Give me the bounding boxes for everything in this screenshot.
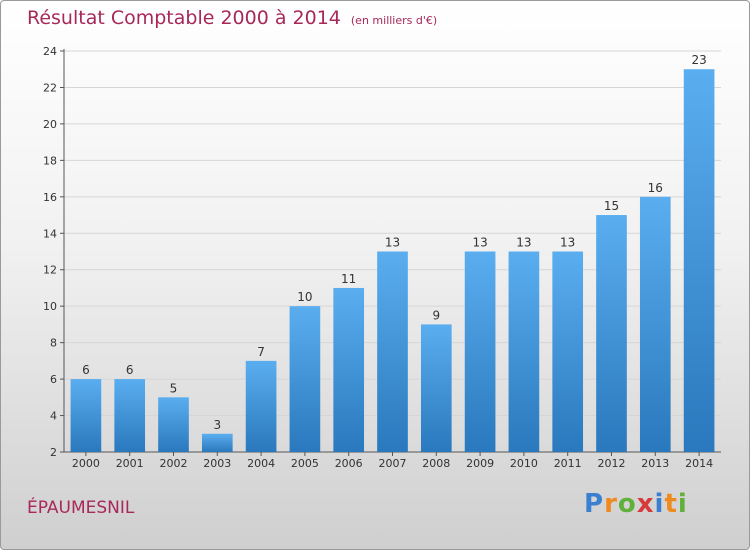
data-label-2008: 9: [432, 308, 440, 322]
data-label-2014: 23: [691, 53, 706, 67]
data-label-2012: 15: [604, 199, 619, 213]
data-label-2013: 16: [648, 181, 663, 195]
logo-letter-4: i: [654, 489, 665, 519]
y-tick-label-24: 24: [43, 45, 57, 58]
y-tick-label-20: 20: [43, 118, 57, 131]
logo-letter-6: i: [677, 489, 688, 519]
x-tick-label-2014: 2014: [685, 457, 713, 470]
data-label-2000: 6: [82, 363, 90, 377]
logo-letter-0: P: [584, 489, 605, 519]
data-label-2001: 6: [126, 363, 134, 377]
data-label-2004: 7: [257, 345, 265, 359]
bar-2006: [333, 287, 365, 452]
x-tick-labels: 2000 2001 2002 2003 2004 2005 2006 2007 2008 2009…: [72, 457, 713, 470]
x-tick-label-2000: 2000: [72, 457, 100, 470]
x-tick-label-2009: 2009: [466, 457, 494, 470]
location-name: ÉPAUMESNIL: [27, 498, 135, 518]
proxiti-logo: Proxiti: [584, 489, 688, 519]
bar-2000: [70, 379, 102, 452]
x-tick-label-2011: 2011: [554, 457, 582, 470]
logo-letter-3: x: [636, 489, 655, 519]
data-label-2011: 13: [560, 236, 575, 250]
y-tick-label-22: 22: [43, 81, 57, 94]
bar-2007: [377, 251, 408, 452]
bar-2013: [639, 196, 671, 452]
bars: [70, 69, 715, 453]
y-tick-label-12: 12: [43, 264, 57, 277]
logo-letter-1: r: [604, 489, 618, 519]
logo-letter-5: t: [664, 489, 678, 519]
y-tick-label-14: 14: [43, 227, 57, 240]
bar-2011: [552, 251, 584, 452]
bar-2002: [158, 397, 189, 452]
x-tick-label-2007: 2007: [379, 457, 407, 470]
bar-2014: [683, 69, 715, 453]
x-tick-label-2008: 2008: [422, 457, 450, 470]
x-tick-label-2006: 2006: [335, 457, 363, 470]
data-label-2010: 13: [516, 236, 531, 250]
data-label-2006: 11: [341, 272, 356, 286]
title-main: Résultat Comptable 2000 à 2014: [27, 7, 341, 29]
x-tick-label-2003: 2003: [203, 457, 231, 470]
y-tick-label-16: 16: [43, 191, 57, 204]
y-tick-label-8: 8: [50, 337, 57, 350]
bar-2009: [464, 251, 496, 452]
bar-2010: [508, 251, 540, 452]
chart-title: Résultat Comptable 2000 à 2014 (en millie…: [27, 7, 437, 29]
bar-2008: [420, 324, 452, 452]
x-tick-label-2001: 2001: [116, 457, 144, 470]
bar-2012: [596, 215, 627, 452]
x-tick-label-2010: 2010: [510, 457, 538, 470]
bar-2005: [289, 306, 321, 452]
y-tick-label-4: 4: [50, 410, 57, 423]
y-tick-label-10: 10: [43, 300, 57, 313]
bar-2004: [245, 360, 277, 452]
data-label-2005: 10: [297, 290, 312, 304]
x-tick-label-2013: 2013: [641, 457, 669, 470]
data-label-2009: 13: [472, 236, 487, 250]
title-unit: (en milliers d'€): [350, 14, 438, 27]
data-label-2003: 3: [213, 418, 221, 432]
bar-2003: [201, 433, 233, 452]
x-tick-label-2005: 2005: [291, 457, 319, 470]
y-tick-label-18: 18: [43, 154, 57, 167]
x-tick-label-2002: 2002: [160, 457, 188, 470]
data-labels: 6 6 5 3 7 10 11 13 9 13 13 13 15 16 23: [82, 53, 707, 432]
y-tick-label-2: 2: [50, 446, 57, 459]
bar-2001: [114, 379, 146, 452]
data-label-2007: 13: [385, 236, 400, 250]
y-tick-label-6: 6: [50, 373, 57, 386]
data-label-2002: 5: [170, 381, 178, 395]
logo-letter-2: o: [617, 489, 637, 519]
x-tick-label-2004: 2004: [247, 457, 275, 470]
x-tick-label-2012: 2012: [598, 457, 626, 470]
